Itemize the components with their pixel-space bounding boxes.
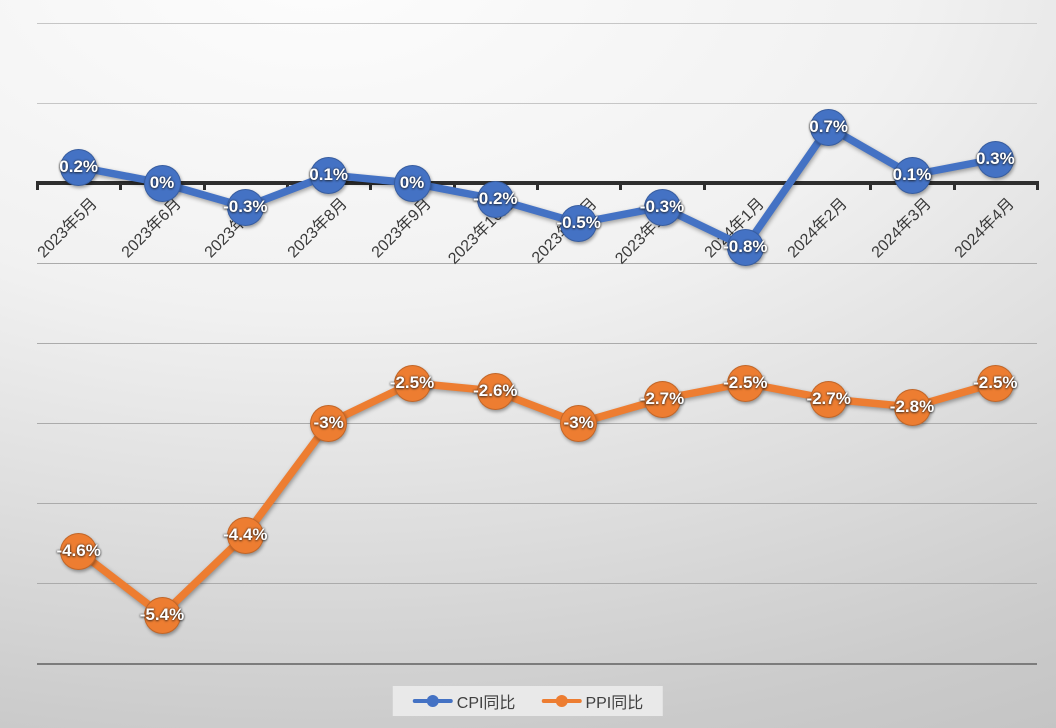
x-axis-tick [619,181,623,190]
data-label-CPI同比-2024年2月: 0.7% [809,117,849,136]
marker-CPI同比-2023年8月 [310,156,348,194]
x-axis-tick [286,181,289,190]
x-axis-tick [702,181,706,190]
marker-PPI同比-2024年3月 [893,388,931,426]
gridline--5pct [37,583,1037,584]
data-label-PPI同比-2024年2月: -2.7% [806,389,851,408]
legend-item-ppi: PPI同比 [541,689,643,713]
marker-CPI同比-2023年9月 [393,164,431,202]
data-label-PPI同比-2024年4月: -2.5% [973,373,1018,392]
marker-PPI同比-2023年9月 [393,364,431,402]
data-label-CPI同比-2023年9月: 0% [399,173,425,192]
gridline-2pct [37,23,1037,24]
data-label-PPI同比-2023年5月: -4.6% [56,541,101,560]
legend-label-cpi: CPI同比 [456,695,516,712]
x-axis-tick [369,181,373,190]
marker-PPI同比-2023年7月 [226,516,264,554]
gridline--4pct [37,503,1037,504]
gridline--3pct [37,423,1037,424]
x-axis-tick [119,181,123,190]
marker-CPI同比-2023年5月 [60,148,98,186]
marker-PPI同比-2024年2月 [810,380,848,418]
marker-CPI同比-2024年4月 [976,140,1014,178]
x-axis-tick [202,181,206,190]
data-label-PPI同比-2023年9月: -2.5% [389,373,435,392]
x-axis-tick [452,181,456,190]
data-label-CPI同比-2023年11月: -0.5% [556,213,601,232]
data-label-CPI同比-2023年12月: -0.3% [639,197,685,216]
data-label-CPI同比-2023年10月: -0.2% [473,189,518,208]
legend-label-ppi: PPI同比 [585,695,644,712]
ppi-line-marker-icon [541,694,582,708]
x-axis-tick [952,181,956,190]
data-label-CPI同比-2023年5月: 0.2% [59,157,99,176]
cpi-line-marker-icon [412,694,453,708]
data-label-PPI同比-2024年1月: -2.5% [723,373,768,392]
data-label-CPI同比-2024年4月: 0.3% [975,149,1015,168]
data-label-CPI同比-2023年8月: 0.1% [309,165,349,184]
marker-PPI同比-2023年8月 [310,404,348,442]
x-axis-tick [36,181,39,190]
legend-item-cpi: CPI同比 [412,689,516,713]
legend: CPI同比 PPI同比 [392,686,664,716]
x-axis-tick [869,181,873,190]
gridline--2pct [37,343,1037,344]
marker-PPI同比-2023年5月 [60,532,98,570]
data-label-CPI同比-2023年7月: -0.3% [223,197,268,216]
marker-CPI同比-2024年2月 [810,108,848,146]
data-label-CPI同比-2024年3月: 0.1% [892,165,932,184]
marker-CPI同比-2023年6月 [143,164,181,202]
marker-PPI同比-2024年4月 [976,364,1014,402]
marker-CPI同比-2023年11月 [560,204,598,242]
marker-CPI同比-2023年12月 [643,188,681,226]
marker-CPI同比-2023年10月 [476,180,514,218]
marker-PPI同比-2023年12月 [643,380,681,418]
data-label-PPI同比-2023年8月: -3% [313,413,344,432]
data-label-PPI同比-2024年3月: -2.8% [889,397,935,416]
data-label-PPI同比-2023年6月: -5.4% [139,605,185,624]
data-label-CPI同比-2023年6月: 0% [149,173,175,192]
marker-PPI同比-2024年1月 [726,364,764,402]
gridline--6pct [37,663,1037,665]
x-axis-tick [536,181,539,190]
marker-CPI同比-2024年3月 [893,156,931,194]
marker-CPI同比-2024年1月 [726,228,764,266]
data-label-CPI同比-2024年1月: -0.8% [723,237,768,256]
marker-PPI同比-2023年10月 [476,372,514,410]
marker-PPI同比-2023年6月 [143,596,181,634]
data-label-PPI同比-2023年11月: -3% [563,413,594,432]
marker-PPI同比-2023年11月 [560,404,598,442]
data-label-PPI同比-2023年7月: -4.4% [223,525,268,544]
gridline-1pct [37,103,1037,104]
data-label-PPI同比-2023年10月: -2.6% [473,381,518,400]
gridline--1pct [37,263,1037,264]
marker-CPI同比-2023年7月 [226,188,264,226]
x-axis-tick [1036,181,1039,190]
data-label-PPI同比-2023年12月: -2.7% [639,389,685,408]
